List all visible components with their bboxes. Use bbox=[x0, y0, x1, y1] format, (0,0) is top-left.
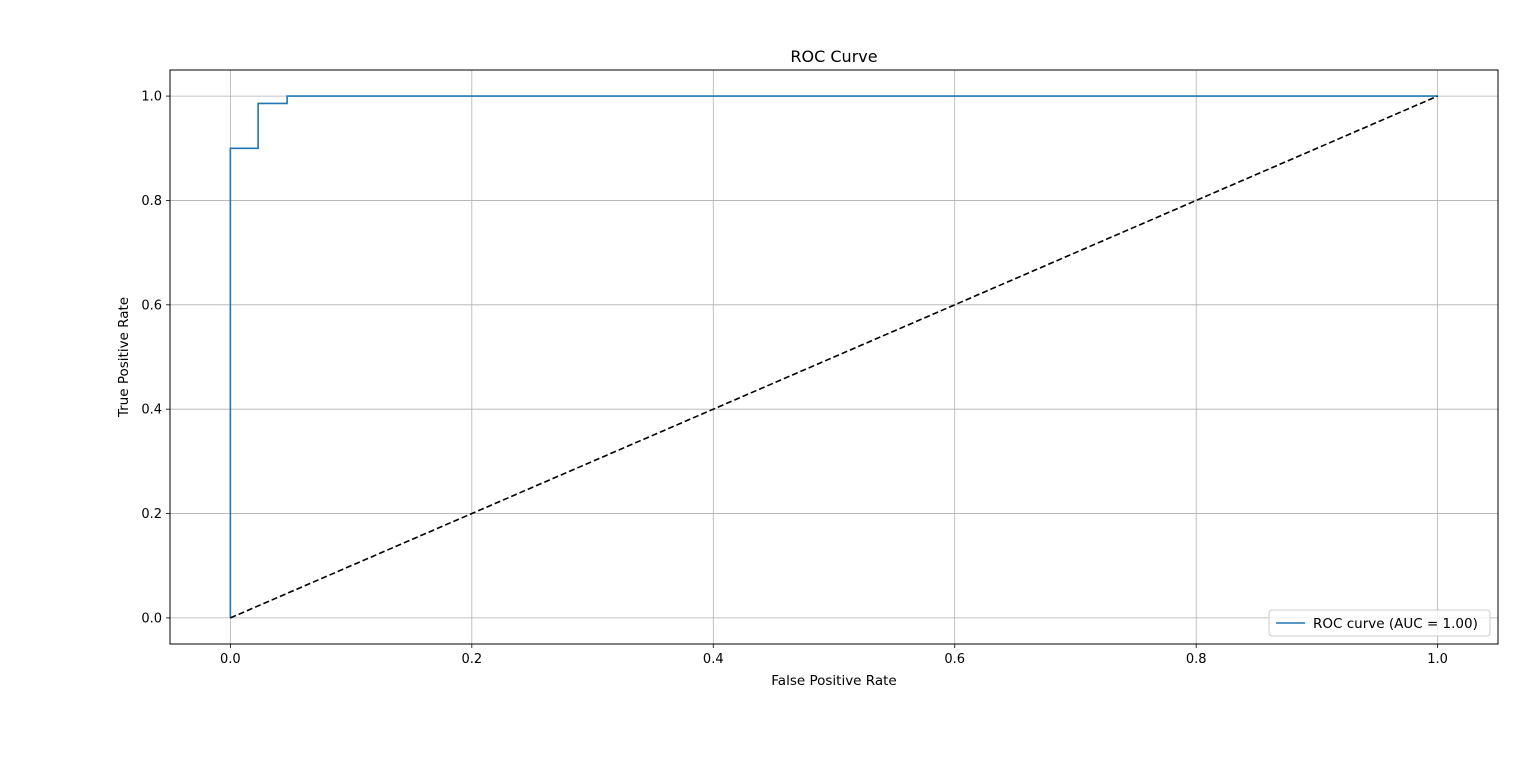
y-tick-label: 0.0 bbox=[141, 611, 162, 626]
x-tick-label: 0.8 bbox=[1186, 652, 1207, 667]
legend-box bbox=[1268, 609, 1491, 637]
chart-title: ROC Curve bbox=[790, 47, 877, 66]
y-tick-label: 0.6 bbox=[141, 298, 162, 313]
x-tick-label: 0.4 bbox=[703, 652, 724, 667]
y-tick-label: 1.0 bbox=[141, 90, 162, 105]
x-tick-label: 1.0 bbox=[1427, 652, 1448, 667]
y-axis-ticks: 0.0 0.2 0.4 0.6 0.8 1.0 bbox=[141, 90, 170, 626]
x-tick-label: 0.6 bbox=[944, 652, 965, 667]
legend: ROC curve (AUC = 1.00) bbox=[1268, 609, 1491, 637]
x-axis-ticks: 0.0 0.2 0.4 0.6 0.8 1.0 bbox=[220, 644, 1448, 667]
x-tick-label: 0.2 bbox=[461, 652, 482, 667]
y-tick-label: 0.2 bbox=[141, 507, 162, 522]
plot-series bbox=[229, 95, 1438, 619]
axes-frame bbox=[169, 69, 1499, 645]
x-axis-label: False Positive Rate bbox=[771, 673, 896, 689]
roc-curve-line bbox=[229, 95, 1438, 618]
y-tick-label: 0.4 bbox=[141, 403, 162, 418]
y-tick-label: 0.8 bbox=[141, 194, 162, 209]
chance-diagonal-line bbox=[230, 95, 1438, 619]
legend-label-roc-curve: ROC curve (AUC = 1.00) bbox=[1313, 616, 1478, 632]
y-axis-label: True Positive Rate bbox=[116, 297, 132, 418]
x-tick-label: 0.0 bbox=[220, 652, 241, 667]
